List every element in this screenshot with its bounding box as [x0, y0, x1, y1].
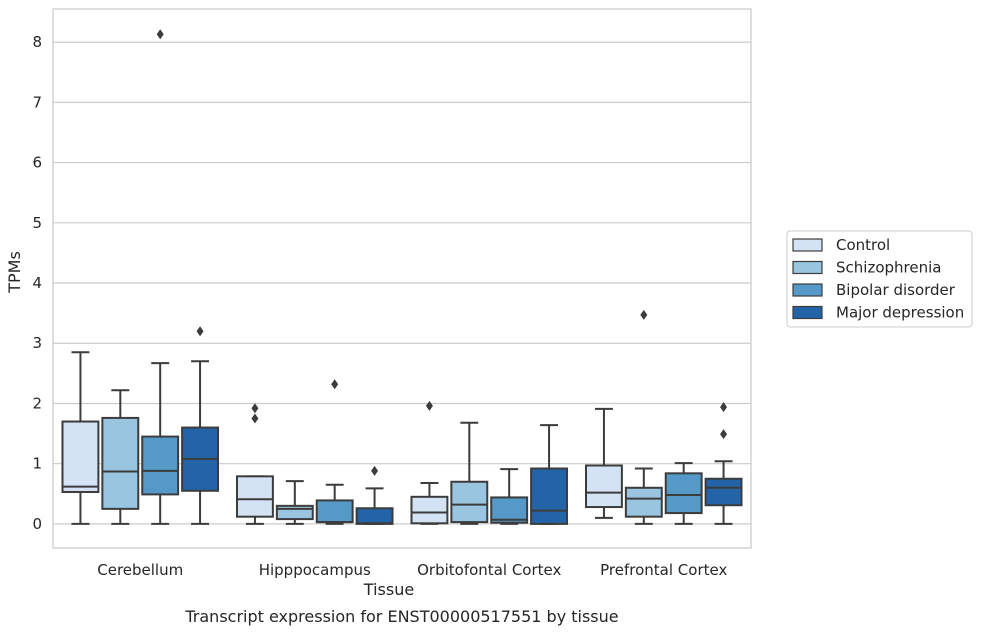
chart-caption: Transcript expression for ENST0000051755…	[184, 607, 618, 626]
box-control	[410, 400, 449, 525]
legend-swatch	[792, 238, 823, 252]
y-tick-label: 4	[32, 274, 42, 292]
box-bipolar-disorder	[490, 468, 529, 525]
box-schizophrenia	[101, 389, 140, 525]
box-iqr	[584, 464, 623, 509]
y-tick-label: 2	[32, 394, 42, 412]
box-iqr	[315, 499, 354, 524]
legend-swatch	[792, 305, 823, 320]
y-tick-labels: 0 1 2 3 4 5 6 7 8	[32, 33, 42, 533]
x-tick-label: Cerebellum	[97, 561, 183, 579]
box-bipolar-disorder	[315, 379, 354, 525]
outlier-point	[251, 403, 259, 414]
box-major-depression	[181, 326, 220, 525]
plot-frame	[52, 8, 752, 549]
y-tick-label: 8	[32, 33, 42, 51]
legend-frame	[786, 230, 973, 328]
box-bipolar-disorder	[141, 29, 180, 525]
y-axis-label: TPMs	[5, 251, 24, 294]
outlier-point	[720, 402, 728, 413]
legend-label: Major depression	[836, 304, 964, 322]
box-iqr	[275, 504, 314, 521]
legend-label: Bipolar disorder	[836, 281, 956, 299]
box-control	[61, 351, 100, 525]
box-iqr	[704, 477, 743, 507]
outlier-point	[640, 309, 648, 320]
y-tick-label: 5	[32, 214, 42, 232]
box-iqr	[624, 486, 663, 518]
box-control	[584, 407, 623, 519]
box-iqr	[141, 435, 180, 496]
box-major-depression	[355, 465, 394, 525]
y-tick-label: 1	[32, 455, 42, 473]
outlier-point	[371, 465, 379, 476]
y-tick-label: 0	[32, 515, 42, 533]
box-major-depression	[530, 424, 569, 525]
legend-label: Control	[836, 236, 890, 254]
outlier-point	[251, 413, 259, 424]
box-schizophrenia	[275, 480, 314, 525]
x-tick-label: Hipppocampus	[259, 561, 371, 579]
outlier-point	[720, 429, 728, 440]
box-iqr	[490, 496, 529, 524]
box-schizophrenia	[624, 309, 663, 525]
y-tick-label: 6	[32, 154, 42, 172]
box-iqr	[410, 495, 449, 525]
box-major-depression	[704, 402, 743, 525]
box-iqr	[235, 475, 274, 518]
y-tick-label: 7	[32, 93, 42, 111]
legend-swatch	[792, 283, 823, 297]
legend-label: Schizophrenia	[836, 259, 941, 277]
box-iqr	[355, 507, 394, 525]
legend: Control Schizophrenia Bipolar disorder Majo…	[786, 230, 973, 328]
box-iqr	[530, 467, 569, 525]
x-tick-label: Orbitofontal Cortex	[417, 561, 561, 579]
x-tick-labels: Cerebellum Hipppocampus Orbitofontal Corte…	[97, 561, 727, 579]
box-control	[235, 403, 274, 525]
box-schizophrenia	[450, 421, 489, 525]
y-tick-label: 3	[32, 334, 42, 352]
box-iqr	[61, 420, 100, 493]
x-tick-label: Prefrontal Cortex	[600, 561, 727, 579]
box-layer	[61, 29, 743, 525]
legend-swatch	[792, 260, 823, 275]
box-iqr	[664, 472, 703, 515]
box-bipolar-disorder	[664, 462, 703, 525]
outlier-point	[331, 379, 339, 390]
outlier-point	[156, 29, 164, 40]
x-axis-label: Tissue	[363, 580, 414, 599]
box-iqr	[450, 480, 489, 524]
outlier-point	[196, 326, 204, 337]
box-iqr	[101, 416, 140, 510]
outlier-point	[425, 400, 433, 411]
